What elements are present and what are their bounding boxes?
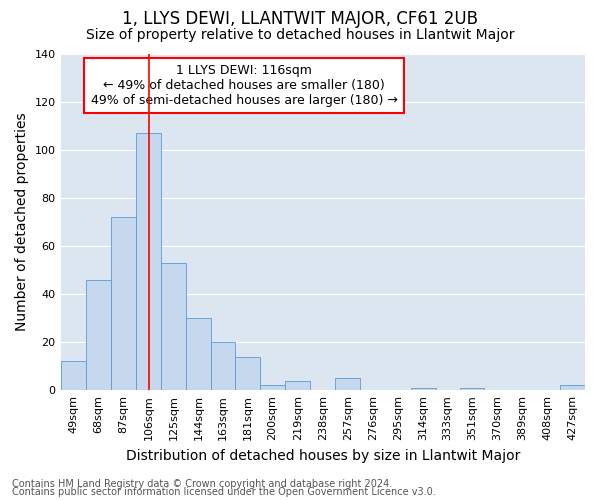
Text: Contains public sector information licensed under the Open Government Licence v3: Contains public sector information licen… <box>12 487 436 497</box>
Bar <box>235 356 260 390</box>
Bar <box>211 342 235 390</box>
Bar <box>136 133 161 390</box>
Text: Size of property relative to detached houses in Llantwit Major: Size of property relative to detached ho… <box>86 28 514 42</box>
Bar <box>86 280 110 390</box>
Bar <box>335 378 360 390</box>
Bar <box>186 318 211 390</box>
Text: Contains HM Land Registry data © Crown copyright and database right 2024.: Contains HM Land Registry data © Crown c… <box>12 479 392 489</box>
Text: 1 LLYS DEWI: 116sqm
← 49% of detached houses are smaller (180)
49% of semi-detac: 1 LLYS DEWI: 116sqm ← 49% of detached ho… <box>91 64 398 107</box>
Bar <box>460 388 484 390</box>
Bar <box>260 386 285 390</box>
X-axis label: Distribution of detached houses by size in Llantwit Major: Distribution of detached houses by size … <box>125 448 520 462</box>
Bar <box>411 388 436 390</box>
Bar <box>161 263 186 390</box>
Text: 1, LLYS DEWI, LLANTWIT MAJOR, CF61 2UB: 1, LLYS DEWI, LLANTWIT MAJOR, CF61 2UB <box>122 10 478 28</box>
Y-axis label: Number of detached properties: Number of detached properties <box>15 113 29 332</box>
Bar <box>111 218 136 390</box>
Bar <box>560 386 585 390</box>
Bar <box>285 380 310 390</box>
Bar <box>61 362 86 390</box>
